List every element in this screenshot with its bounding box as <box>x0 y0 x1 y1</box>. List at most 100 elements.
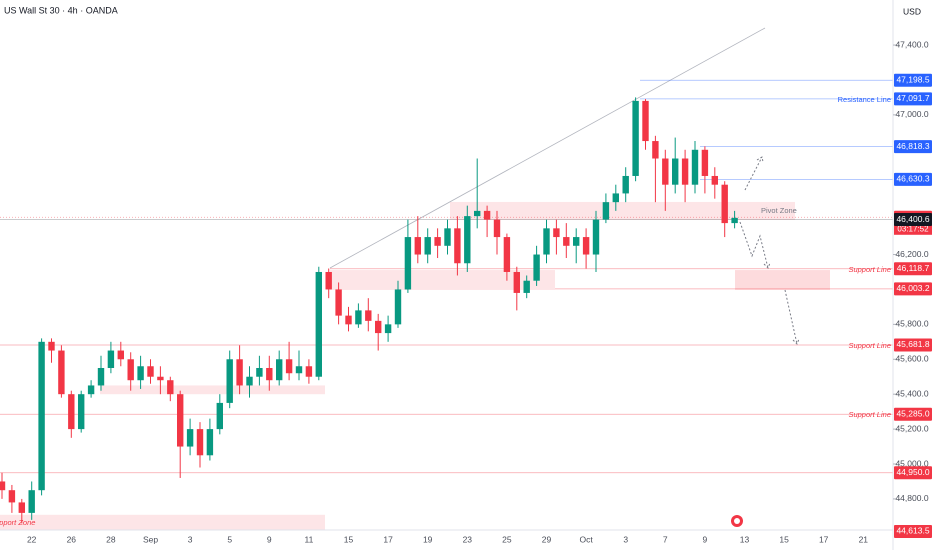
x-tick-label: Oct <box>579 534 593 544</box>
candle-body <box>38 341 45 491</box>
x-tick-label: 22 <box>27 534 37 544</box>
price-label: 47,091.7 <box>896 93 929 103</box>
x-tick-label: 7 <box>663 534 668 544</box>
candle-body <box>266 367 273 381</box>
candle-body <box>493 219 501 238</box>
y-tick-label: 47,000.0 <box>895 109 928 119</box>
zone <box>100 385 325 395</box>
x-tick-label: 17 <box>383 534 393 544</box>
candle-body <box>0 481 6 491</box>
price-label-box <box>894 73 932 87</box>
candle-body <box>295 366 303 374</box>
candle-body <box>592 219 600 255</box>
x-tick-label: 13 <box>740 534 750 544</box>
price-label-box <box>894 524 932 538</box>
annotation: Resistance Line <box>838 95 891 104</box>
candle-body <box>256 367 263 377</box>
candle-body <box>612 193 619 203</box>
candle-body <box>375 320 382 334</box>
x-tick-label: 9 <box>703 534 708 544</box>
currency: USD <box>903 6 921 16</box>
candle-body <box>335 289 342 316</box>
price-label: 46,118.7 <box>897 263 930 273</box>
price-label: 46,003.2 <box>896 283 929 293</box>
zone <box>450 201 795 220</box>
candle-body <box>464 216 471 264</box>
x-tick-label: 3 <box>623 534 628 544</box>
x-tick-label: 15 <box>344 534 354 544</box>
candle-body <box>246 376 253 386</box>
candle-body <box>305 366 313 377</box>
x-tick-label: 9 <box>267 534 272 544</box>
candle-body <box>642 100 649 142</box>
annotation: Support Zone <box>0 518 35 527</box>
arrow-zigzag <box>739 221 771 269</box>
trend-line <box>329 27 766 269</box>
price-label: 45,681.8 <box>896 339 929 349</box>
price-label-box <box>894 213 932 227</box>
candle-body <box>632 100 639 176</box>
annotation: Pivot Zone <box>761 206 797 215</box>
candle-body <box>414 237 421 255</box>
candle-body <box>582 237 590 255</box>
candle-body <box>404 237 412 290</box>
candle-body <box>97 367 105 386</box>
candle-body <box>622 175 629 194</box>
x-tick-label: 28 <box>106 534 116 544</box>
candle-body <box>355 310 362 325</box>
candle-body <box>186 429 194 447</box>
annotation: Support Line <box>848 410 891 419</box>
annotation: Support Line <box>848 265 891 274</box>
candle-body <box>563 237 570 246</box>
candle-body <box>315 271 322 377</box>
candle-body <box>196 429 204 456</box>
zone <box>0 514 325 530</box>
candle-body <box>701 149 709 176</box>
candle-body <box>553 228 560 238</box>
chart-title: US Wall St 30 · 4h · OANDA <box>4 5 118 15</box>
candle-body <box>672 158 679 185</box>
candle-body <box>365 310 372 321</box>
candle-body <box>147 366 154 377</box>
x-tick-label: 5 <box>227 534 232 544</box>
y-tick-label: 45,000.0 <box>895 458 928 468</box>
candle-body <box>68 394 75 430</box>
y-tick-label: 45,400.0 <box>895 388 928 398</box>
candle-body <box>345 315 352 325</box>
x-tick-label: 23 <box>463 534 473 544</box>
arrow-down <box>784 289 800 345</box>
zone <box>330 270 555 290</box>
candle-body <box>107 350 115 368</box>
candle-body <box>216 402 223 430</box>
candle-body <box>28 490 35 513</box>
candle-body <box>384 324 392 334</box>
plot-area: Resistance Line Pivot Zone Support Line Sup… <box>0 27 893 530</box>
candle-body <box>394 289 402 325</box>
arrow-up <box>744 156 764 191</box>
candle-body <box>276 359 283 381</box>
candle-body <box>474 210 481 217</box>
candle-body <box>157 376 164 381</box>
candle-body <box>285 359 293 374</box>
x-tick-label: 21 <box>859 534 869 544</box>
candle-body <box>721 184 728 224</box>
candle-body <box>206 429 214 456</box>
price-label-box <box>894 282 932 296</box>
candle-body <box>58 350 65 395</box>
candle-body <box>177 394 184 447</box>
candle-body <box>543 228 550 255</box>
candle-body <box>483 210 491 220</box>
price-axis-labels: 44,800.0 45,000.0 45,200.0 45,400.0 45,600.0… <box>893 39 929 503</box>
candle-body <box>117 350 124 360</box>
event-icon-inner <box>734 518 740 524</box>
y-tick-label: 44,800.0 <box>895 493 928 503</box>
candle-body <box>236 359 243 386</box>
y-tick-label: 46,200.0 <box>895 249 928 259</box>
candle-body <box>652 141 659 159</box>
price-label: 44,950.0 <box>896 467 929 477</box>
candle-body <box>127 359 134 381</box>
candle-body <box>87 385 95 395</box>
x-tick-label: Sep <box>143 534 158 544</box>
price-label-box <box>894 262 932 276</box>
